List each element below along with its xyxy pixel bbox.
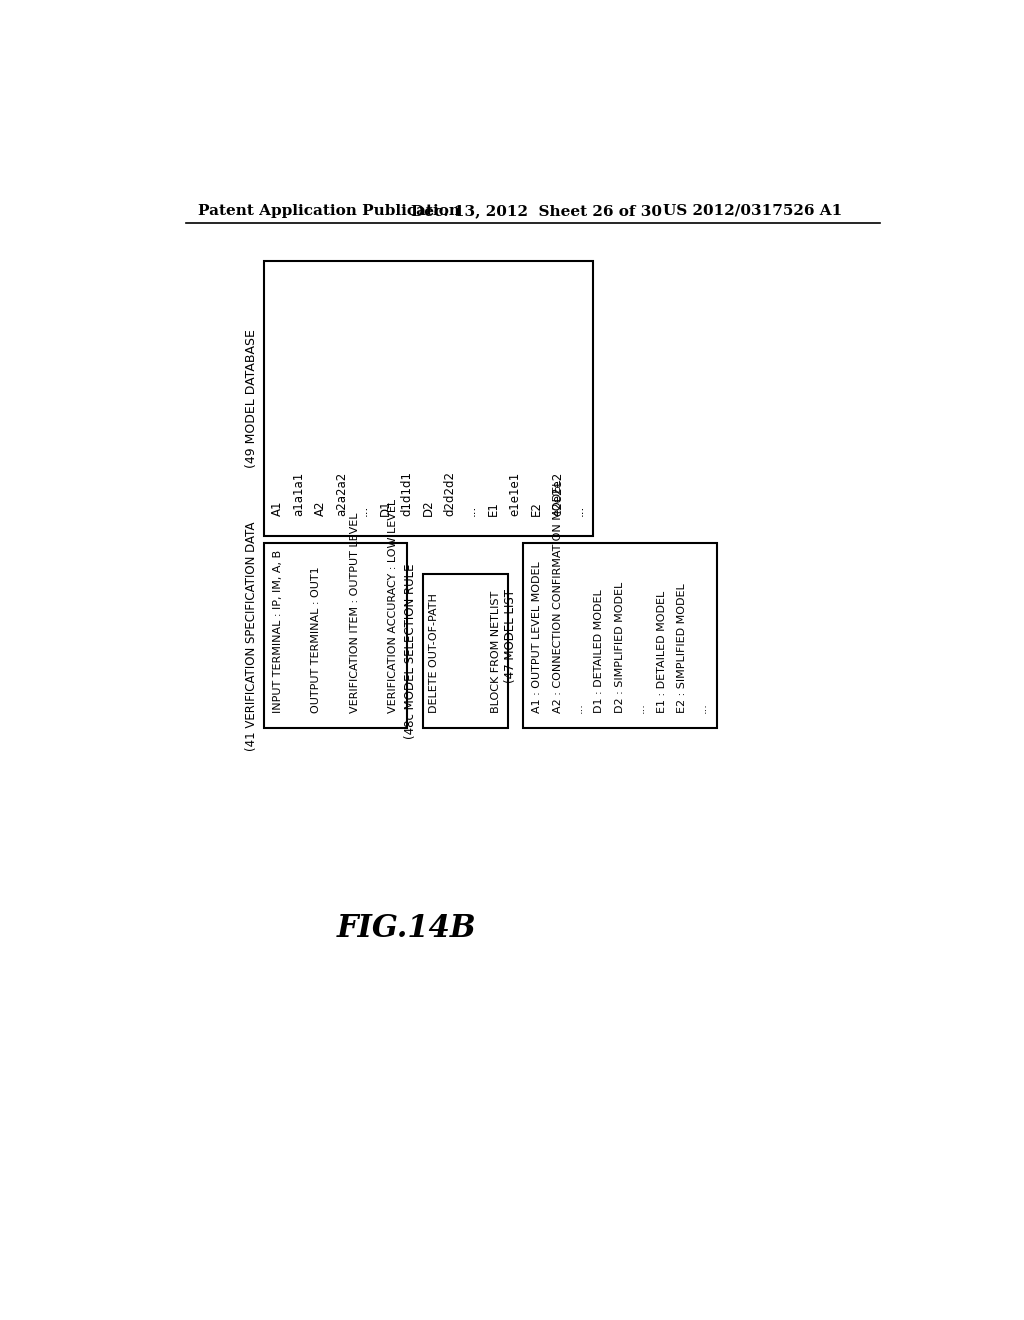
Text: A2 : CONNECTION CONFIRMATION MODEL: A2 : CONNECTION CONFIRMATION MODEL [553,479,563,713]
Text: US 2012/0317526 A1: US 2012/0317526 A1 [663,203,842,218]
Text: ...: ... [572,506,586,516]
Bar [423,574,508,729]
Text: a1a1a1: a1a1a1 [293,473,305,516]
Text: (47 MODEL LIST: (47 MODEL LIST [505,589,517,682]
Text: a2a2a2: a2a2a2 [336,473,349,516]
Text: Dec. 13, 2012  Sheet 26 of 30: Dec. 13, 2012 Sheet 26 of 30 [411,203,662,218]
Text: e2e2e2: e2e2e2 [551,473,564,516]
Text: ...: ... [573,702,584,713]
Text: E1 : DETAILED MODEL: E1 : DETAILED MODEL [656,590,667,713]
Text: ...: ... [357,506,371,516]
Text: D1 : DETAILED MODEL: D1 : DETAILED MODEL [594,589,604,713]
Bar [523,544,717,729]
Text: FIG.14B: FIG.14B [337,913,477,944]
Text: A1 : OUTPUT LEVEL MODEL: A1 : OUTPUT LEVEL MODEL [532,561,542,713]
Text: ...: ... [636,702,646,713]
Text: d2d2d2: d2d2d2 [443,471,457,516]
Bar [263,261,593,536]
Text: D2 : SIMPLIFIED MODEL: D2 : SIMPLIFIED MODEL [615,582,625,713]
Text: A2: A2 [314,502,327,516]
Text: DELETE OUT-OF-PATH: DELETE OUT-OF-PATH [429,593,439,713]
Text: (48c MODEL SELECTION RULE: (48c MODEL SELECTION RULE [403,564,417,739]
Text: Patent Application Publication: Patent Application Publication [198,203,460,218]
Text: ...: ... [465,506,478,516]
Text: d1d1d1: d1d1d1 [400,471,414,516]
Text: VERIFICATION ITEM : OUTPUT LEVEL: VERIFICATION ITEM : OUTPUT LEVEL [349,512,359,713]
Text: D2: D2 [422,500,435,516]
Text: BLOCK FROM NETLIST: BLOCK FROM NETLIST [492,590,501,713]
Text: D1: D1 [379,500,392,516]
Text: (49 MODEL DATABASE: (49 MODEL DATABASE [245,329,258,467]
Text: OUTPUT TERMINAL : OUT1: OUTPUT TERMINAL : OUT1 [311,566,322,713]
Text: E2 : SIMPLIFIED MODEL: E2 : SIMPLIFIED MODEL [677,583,687,713]
Bar [263,544,407,729]
Text: VERIFICATION ACCURACY : LOW LEVEL: VERIFICATION ACCURACY : LOW LEVEL [388,499,398,713]
Text: A1: A1 [271,502,284,516]
Text: (41 VERIFICATION SPECIFICATION DATA: (41 VERIFICATION SPECIFICATION DATA [245,521,258,751]
Text: E2: E2 [529,502,543,516]
Text: INPUT TERMINAL : IP, IM, A, B: INPUT TERMINAL : IP, IM, A, B [272,549,283,713]
Text: e1e1e1: e1e1e1 [508,473,521,516]
Text: ...: ... [698,702,708,713]
Text: E1: E1 [486,502,500,516]
